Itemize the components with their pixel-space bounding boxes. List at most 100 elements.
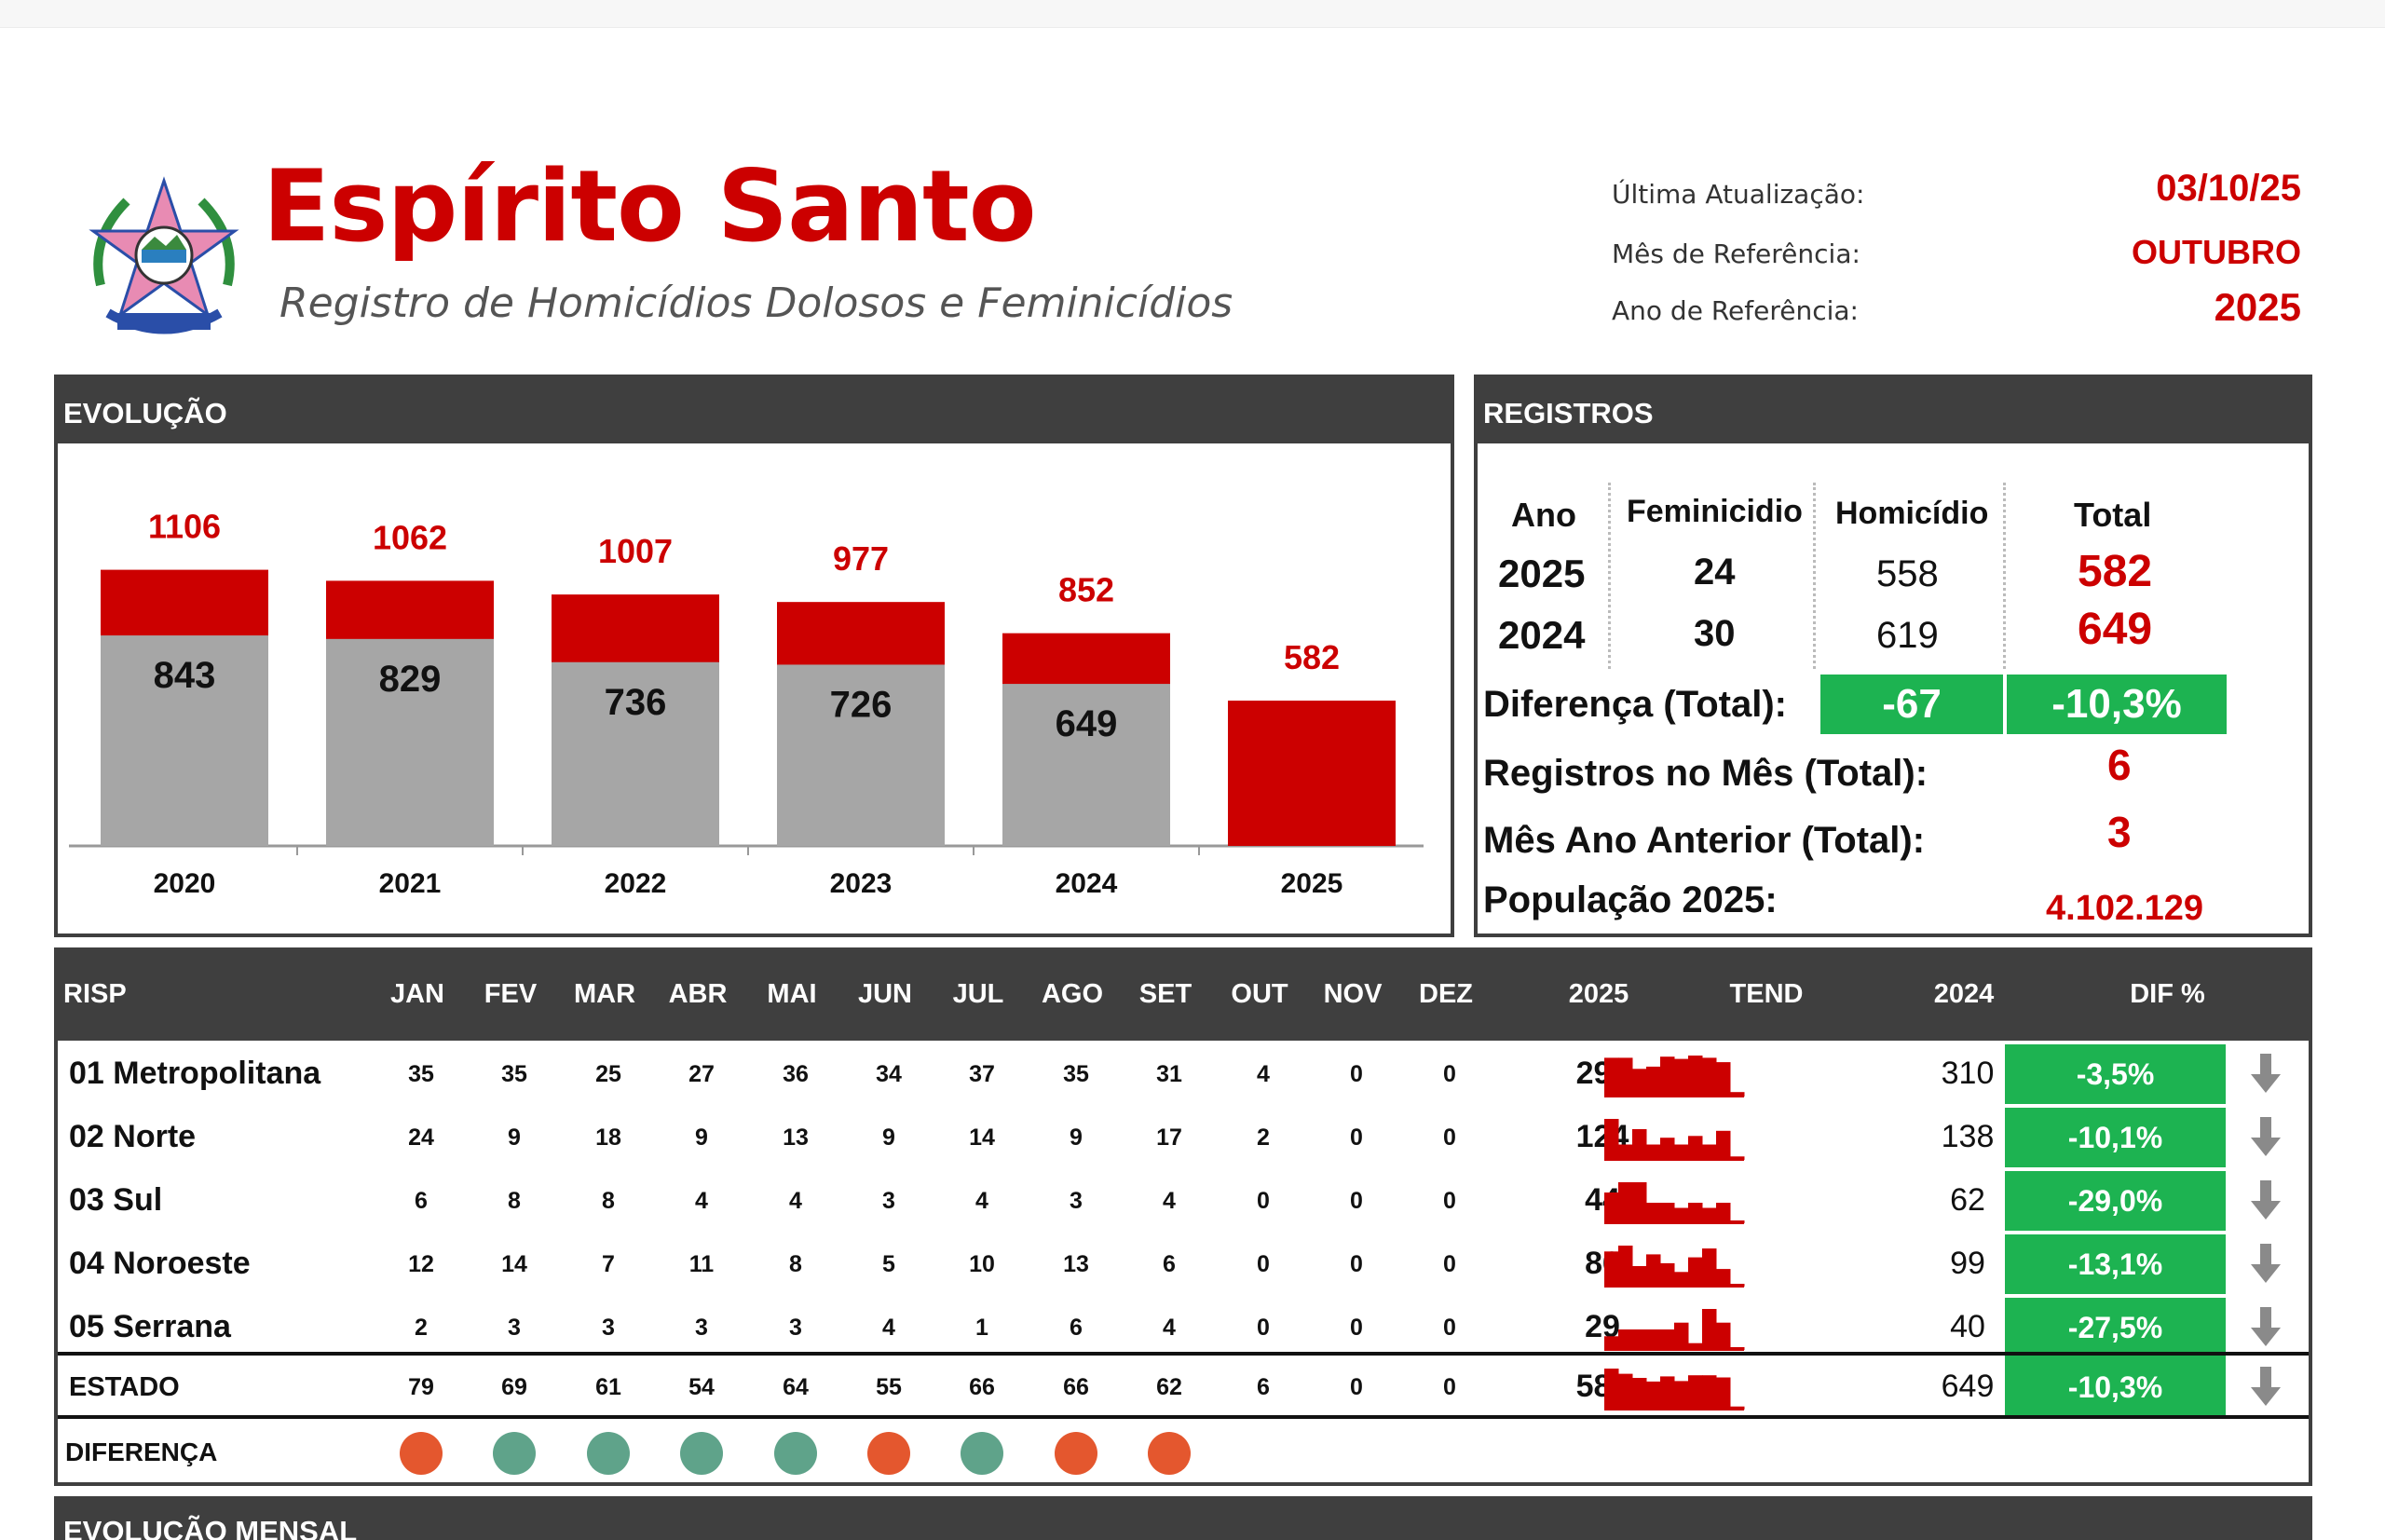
trend-bar <box>1716 1203 1731 1223</box>
col-jun: JUN <box>857 979 912 1009</box>
month-value: 66 <box>969 1374 995 1400</box>
trend-bar <box>1702 1207 1717 1223</box>
month-value: 4 <box>1257 1061 1270 1087</box>
diferenca-row: DIFERENÇA <box>58 1415 2309 1482</box>
month-value: 69 <box>501 1374 527 1400</box>
diferenca-row-label: DIFERENÇA <box>65 1438 218 1466</box>
bar-total-label: 1062 <box>373 518 447 556</box>
row-2025-feminicidio: 24 <box>1694 552 1736 593</box>
month-value: 2 <box>415 1315 428 1341</box>
row-2024-feminicidio: 30 <box>1694 613 1736 654</box>
trend-bar <box>1716 1269 1731 1287</box>
trend-bar <box>1688 1257 1703 1287</box>
col-abr: ABR <box>668 979 728 1009</box>
month-value: 35 <box>408 1061 434 1087</box>
trend-bar <box>1604 1251 1619 1287</box>
month-value: 64 <box>783 1374 809 1400</box>
month-value: 37 <box>969 1061 995 1087</box>
trend-bar <box>1660 1203 1675 1223</box>
arrow-down-icon <box>2251 1244 2281 1283</box>
month-value: 36 <box>783 1061 809 1087</box>
total-2024: 138 <box>1941 1119 1995 1154</box>
arrow-down-icon <box>2251 1367 2281 1406</box>
dif-percent-badge: -3,5% <box>2005 1044 2226 1104</box>
col-dif: DIF % <box>2130 979 2205 1009</box>
trend-bar <box>1702 1375 1717 1410</box>
header-feminicidio: Feminicidio <box>1627 494 1803 529</box>
month-value: 3 <box>508 1315 521 1341</box>
bar-total-label: 977 <box>833 539 889 578</box>
col-tend: TEND <box>1729 979 1804 1009</box>
trend-bar <box>1646 1381 1661 1410</box>
risp-name: 04 Noroeste <box>69 1246 251 1281</box>
month-value: 0 <box>1350 1061 1363 1087</box>
risp-name: 05 Serrana <box>69 1309 231 1344</box>
risp-header-row: RISP JAN FEV MAR ABR MAI JUN JUL AGO SET… <box>54 947 2312 1041</box>
ref-month-label: Mês de Referência: <box>1612 238 1860 269</box>
x-tick-label: 2021 <box>379 868 442 899</box>
last-update-value: 03/10/25 <box>2156 168 2301 209</box>
month-value: 3 <box>882 1188 895 1214</box>
risp-name: ESTADO <box>69 1372 180 1402</box>
trend-bar <box>1674 1381 1689 1410</box>
month-value: 17 <box>1156 1124 1182 1151</box>
registros-panel: REGISTROS Ano Feminicidio Homicídio Tota… <box>1474 375 2312 937</box>
month-value: 3 <box>789 1315 802 1341</box>
trend-bar <box>1646 1066 1661 1097</box>
risp-row: 03 Sul 6 8 8 4 4 3 4 3 4 0 0 0 44 62 -29,0% <box>58 1169 2309 1233</box>
dif-percent-badge: -10,3% <box>2005 1357 2226 1417</box>
month-value: 8 <box>602 1188 615 1214</box>
evolucao-mensal-panel: EVOLUÇÃO MENSAL <box>54 1496 2312 1540</box>
populacao-label: População 2025: <box>1483 879 1778 920</box>
col-dez: DEZ <box>1419 979 1473 1009</box>
trend-bar <box>1660 1329 1675 1350</box>
risp-table: RISP JAN FEV MAR ABR MAI JUN JUL AGO SET… <box>54 947 2312 1486</box>
month-value: 0 <box>1443 1061 1456 1087</box>
ref-year-value: 2025 <box>2214 285 2301 329</box>
populacao-value: 4.102.129 <box>2046 889 2204 928</box>
month-value: 14 <box>969 1124 995 1151</box>
month-value: 4 <box>789 1188 802 1214</box>
diferenca-indicator <box>400 1432 443 1475</box>
total-2024: 40 <box>1950 1309 1985 1344</box>
trend-bar <box>1730 1156 1745 1160</box>
trend-bar <box>1730 1220 1745 1223</box>
trend-bar <box>1716 1322 1731 1350</box>
row-2024-total: 649 <box>2078 605 2153 654</box>
dif-percent-badge: -13,1% <box>2005 1234 2226 1294</box>
trend-bar <box>1730 1406 1745 1410</box>
arrow-down-icon <box>2251 1117 2281 1156</box>
arrow-down-icon <box>2251 1180 2281 1220</box>
col-2025: 2025 <box>1568 979 1629 1009</box>
month-value: 27 <box>688 1061 715 1087</box>
month-value: 14 <box>501 1251 527 1277</box>
month-value: 11 <box>688 1251 715 1277</box>
diferenca-indicator <box>774 1432 817 1475</box>
diferenca-indicator <box>587 1432 630 1475</box>
trend-sparkline <box>1604 1369 1745 1411</box>
month-value: 4 <box>882 1315 895 1341</box>
month-value: 79 <box>408 1374 434 1400</box>
trend-bar <box>1730 1284 1745 1287</box>
row-2025-total: 582 <box>2078 547 2153 596</box>
estado-row: ESTADO 79 69 61 54 64 55 66 66 62 6 0 0 582 649 -10,3% <box>58 1352 2309 1417</box>
mes-ano-anterior-value: 3 <box>2107 808 2132 856</box>
month-value: 54 <box>688 1374 715 1400</box>
dif-percent-badge: -29,0% <box>2005 1171 2226 1231</box>
trend-bar <box>1716 1062 1731 1097</box>
bar-inner-label: 843 <box>154 655 216 696</box>
trend-bar <box>1632 1182 1647 1223</box>
month-value: 9 <box>882 1124 895 1151</box>
col-out: OUT <box>1231 979 1288 1009</box>
trend-bar <box>1604 1336 1619 1350</box>
row-2025-ano: 2025 <box>1498 552 1586 595</box>
trend-bar <box>1604 1119 1619 1160</box>
mes-ano-anterior-label: Mês Ano Anterior (Total): <box>1483 820 1926 861</box>
month-value: 0 <box>1257 1188 1270 1214</box>
month-value: 0 <box>1443 1315 1456 1341</box>
month-value: 0 <box>1257 1251 1270 1277</box>
month-value: 9 <box>508 1124 521 1151</box>
month-value: 0 <box>1443 1251 1456 1277</box>
x-tick-label: 2020 <box>154 868 216 899</box>
col-mar: MAR <box>573 979 636 1009</box>
